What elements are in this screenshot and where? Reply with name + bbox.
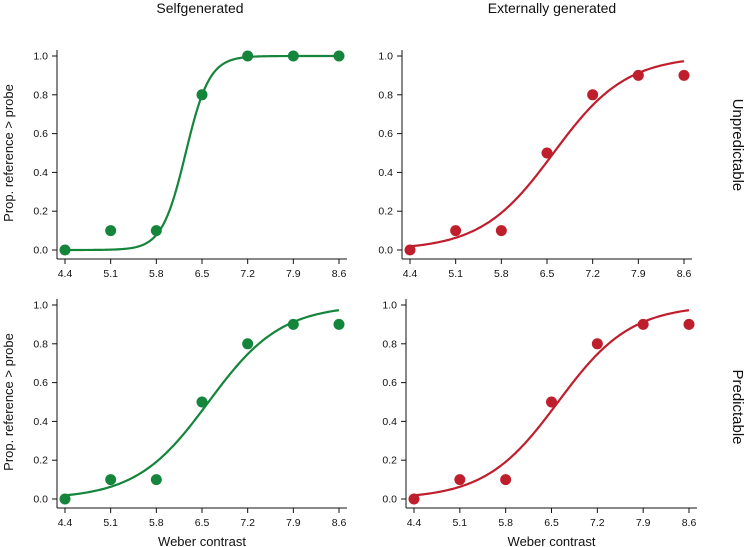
y-tick-label: 0.2: [378, 206, 393, 218]
x-tick-label: 6.5: [540, 268, 555, 280]
x-tick-label: 4.4: [58, 517, 73, 529]
x-tick-label: 6.5: [195, 517, 210, 529]
data-point: [546, 396, 557, 408]
y-tick-label: 0.6: [33, 377, 48, 389]
y-tick-label: 1.0: [382, 300, 397, 312]
x-tick-label: 5.8: [149, 517, 164, 529]
x-tick-label: 7.2: [585, 268, 600, 280]
x-tick-label: 8.6: [332, 268, 347, 280]
x-tick-label: 8.6: [332, 517, 347, 529]
y-tick-label: 0.0: [33, 245, 48, 257]
data-point: [242, 338, 254, 350]
fit-curve: [65, 54, 339, 252]
data-point: [287, 318, 299, 330]
y-tick-label: 0.0: [33, 494, 48, 506]
y-tick-label: 0.8: [378, 89, 393, 101]
data-point: [287, 50, 299, 62]
row-title-predictable: Predictable: [729, 369, 746, 444]
y-tick-label: 0.8: [33, 89, 48, 101]
x-tick-label: 7.9: [636, 517, 651, 529]
data-point: [495, 225, 507, 237]
y-tick-label: 0.6: [378, 128, 393, 140]
data-point: [404, 244, 416, 256]
y-tick-label: 0.6: [33, 128, 48, 140]
data-point: [454, 474, 466, 486]
column-title-external: Externally generated: [488, 0, 616, 16]
data-point: [683, 318, 695, 330]
x-tick-label: 7.9: [286, 268, 301, 280]
y-tick-label: 0.8: [382, 338, 397, 350]
y-tick-label: 1.0: [378, 51, 393, 63]
y-tick-label: 0.0: [378, 245, 393, 257]
data-point: [333, 318, 345, 330]
y-tick-label: 0.4: [33, 167, 48, 179]
data-point: [587, 89, 599, 101]
y-tick-label: 0.2: [382, 455, 397, 467]
y-tick-label: 0.4: [33, 416, 48, 428]
x-tick-label: 7.2: [240, 268, 255, 280]
y-tick-label: 0.4: [382, 416, 397, 428]
panel-external-unpredictable: 0.0 0.2 0.4 0.6 0.8 1.0 4.4 5.1 5.8 6.5 7.2 7.9 8.6: [378, 50, 692, 280]
y-tick-label: 0.8: [33, 338, 48, 350]
data-point: [333, 50, 345, 62]
data-point: [678, 69, 690, 81]
x-axis-title: Weber contrast: [158, 534, 246, 547]
y-tick-label: 1.0: [33, 300, 48, 312]
data-point: [105, 225, 117, 237]
x-tick-label: 4.4: [58, 268, 73, 280]
x-tick-label: 4.4: [403, 268, 418, 280]
x-tick-label: 6.5: [544, 517, 559, 529]
data-point: [637, 318, 649, 330]
data-point: [59, 493, 71, 505]
x-tick-label: 6.5: [195, 268, 210, 280]
data-point: [242, 50, 254, 62]
panel-self-unpredictable: 0.0 0.2 0.4 0.6 0.8 1.0 4.4 5.1 5.8 6.5 7.2 7.9 8.6 P…: [1, 50, 347, 280]
x-tick-label: 7.9: [631, 268, 646, 280]
x-tick-label: 7.2: [240, 517, 255, 529]
y-tick-label: 0.2: [33, 206, 48, 218]
data-point: [196, 89, 208, 101]
data-point: [408, 493, 420, 505]
x-axis-title: Weber contrast: [508, 534, 596, 547]
y-axis-title: Prop. reference > probe: [1, 333, 16, 471]
y-tick-label: 0.4: [378, 167, 393, 179]
y-tick-label: 0.2: [33, 455, 48, 467]
x-tick-label: 5.1: [453, 517, 468, 529]
data-point: [541, 147, 553, 159]
x-tick-label: 5.8: [494, 268, 509, 280]
x-tick-label: 5.1: [103, 517, 118, 529]
y-tick-label: 0.0: [382, 494, 397, 506]
x-tick-label: 8.6: [682, 517, 697, 529]
row-title-unpredictable: Unpredictable: [729, 99, 746, 192]
data-point: [105, 474, 117, 486]
y-tick-label: 1.0: [33, 51, 48, 63]
x-tick-label: 4.4: [407, 517, 422, 529]
data-point: [450, 225, 462, 237]
data-point: [591, 338, 603, 350]
panel-self-predictable: 0.0 0.2 0.4 0.6 0.8 1.0 4.4 5.1 5.8 6.5 7.2 7.9 8.6 P…: [1, 299, 347, 547]
x-tick-label: 5.1: [103, 268, 118, 280]
data-point: [150, 225, 162, 237]
data-point: [59, 244, 71, 256]
data-point: [196, 396, 208, 408]
y-tick-label: 0.6: [382, 377, 397, 389]
y-axis-title: Prop. reference > probe: [1, 84, 16, 222]
data-point: [632, 69, 644, 81]
panel-external-predictable: 0.0 0.2 0.4 0.6 0.8 1.0 4.4 5.1 5.8 6.5 7.2 7.9 8.6 W…: [382, 299, 697, 547]
x-tick-label: 7.9: [286, 517, 301, 529]
x-tick-label: 7.2: [590, 517, 605, 529]
data-point: [150, 474, 162, 486]
x-tick-label: 8.6: [677, 268, 692, 280]
x-tick-label: 5.8: [498, 517, 513, 529]
x-tick-label: 5.1: [448, 268, 463, 280]
x-tick-label: 5.8: [149, 268, 164, 280]
column-title-self: Selfgenerated: [156, 0, 243, 16]
data-point: [500, 474, 512, 486]
